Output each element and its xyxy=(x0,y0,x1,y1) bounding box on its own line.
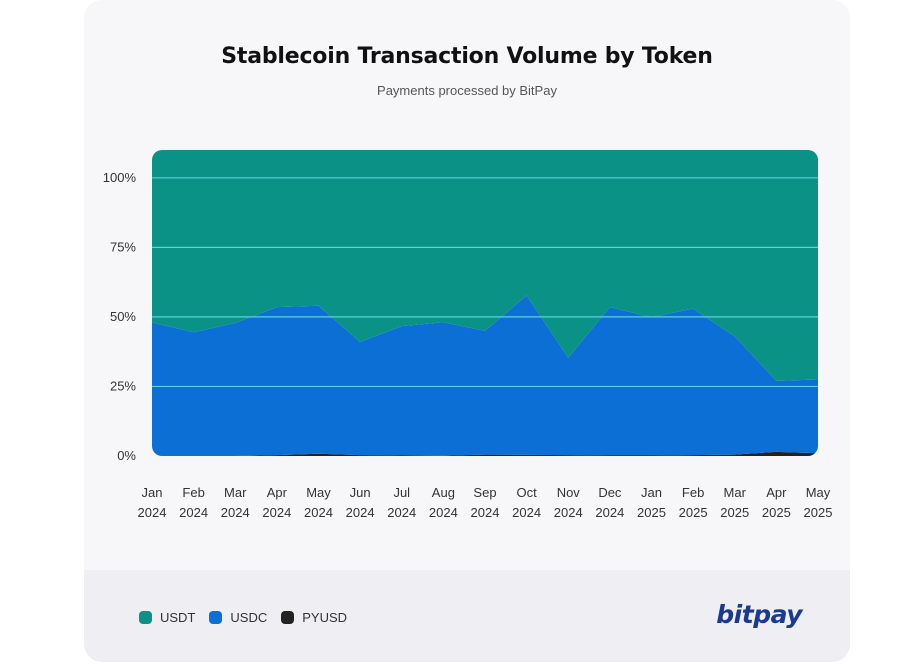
x-tick-label: Dec xyxy=(598,485,622,500)
chart-footer: USDT USDC PYUSD bitpay xyxy=(84,570,850,662)
x-tick-year: 2024 xyxy=(512,505,541,520)
x-tick-label: Apr xyxy=(267,485,288,500)
x-tick-label: Mar xyxy=(724,485,747,500)
x-tick-label: Mar xyxy=(224,485,247,500)
x-tick-label: Feb xyxy=(182,485,204,500)
y-tick-label: 0% xyxy=(117,448,136,463)
x-tick-label: Jan xyxy=(641,485,662,500)
x-tick-label: Feb xyxy=(682,485,704,500)
x-tick-year: 2025 xyxy=(679,505,708,520)
legend: USDT USDC PYUSD xyxy=(139,610,347,625)
x-tick-label: Jul xyxy=(393,485,410,500)
area-usdt xyxy=(152,150,818,381)
usdc-swatch xyxy=(209,611,223,624)
y-tick-label: 100% xyxy=(103,170,137,185)
x-tick-year: 2024 xyxy=(346,505,375,520)
area-usdc xyxy=(152,295,818,456)
x-tick-year: 2024 xyxy=(471,505,500,520)
x-tick-label: Sep xyxy=(473,485,496,500)
chart-title: Stablecoin Transaction Volume by Token xyxy=(221,44,713,69)
x-tick-year: 2024 xyxy=(138,505,167,520)
x-tick-label: Nov xyxy=(557,485,581,500)
x-tick-label: May xyxy=(306,485,331,500)
x-tick-year: 2024 xyxy=(387,505,416,520)
area-chart: 0% 25% 50% 75% 100% Jan 2024 Feb 2024 Mar 2024 Apr 2… xyxy=(103,150,833,520)
bitpay-logo: bitpay xyxy=(716,600,802,629)
x-tick-year: 2024 xyxy=(595,505,624,520)
legend-item-pyusd: PYUSD xyxy=(281,610,347,625)
plot-area xyxy=(152,150,818,456)
chart-card: Stablecoin Transaction Volume by Token P… xyxy=(84,0,850,662)
y-tick-label: 50% xyxy=(110,309,136,324)
usdt-swatch xyxy=(139,611,152,624)
legend-label-usdc: USDC xyxy=(230,610,268,625)
x-tick-label: Aug xyxy=(432,485,455,500)
x-tick-year: 2024 xyxy=(262,505,291,520)
area-pyusd xyxy=(152,451,818,456)
x-tick-year: 2025 xyxy=(762,505,791,520)
x-tick-label: Jun xyxy=(350,485,371,500)
x-tick-year: 2024 xyxy=(429,505,458,520)
x-tick-label: Apr xyxy=(766,485,787,500)
y-tick-label: 75% xyxy=(110,239,136,254)
legend-item-usdt: USDT xyxy=(139,610,195,625)
x-tick-year: 2024 xyxy=(554,505,583,520)
legend-label-usdt: USDT xyxy=(160,610,196,625)
x-tick-year: 2024 xyxy=(304,505,333,520)
x-tick-year: 2025 xyxy=(804,505,833,520)
chart-subtitle: Payments processed by BitPay xyxy=(377,83,557,98)
x-tick-label: Jan xyxy=(142,485,163,500)
x-tick-year: 2024 xyxy=(179,505,208,520)
x-tick-year: 2025 xyxy=(637,505,666,520)
legend-label-pyusd: PYUSD xyxy=(302,610,348,625)
legend-item-usdc: USDC xyxy=(209,610,267,625)
x-tick-year: 2025 xyxy=(720,505,749,520)
x-tick-label: Oct xyxy=(517,485,538,500)
x-tick-label: May xyxy=(806,485,831,500)
pyusd-swatch xyxy=(281,611,295,624)
x-tick-year: 2024 xyxy=(221,505,250,520)
y-tick-label: 25% xyxy=(110,378,136,393)
